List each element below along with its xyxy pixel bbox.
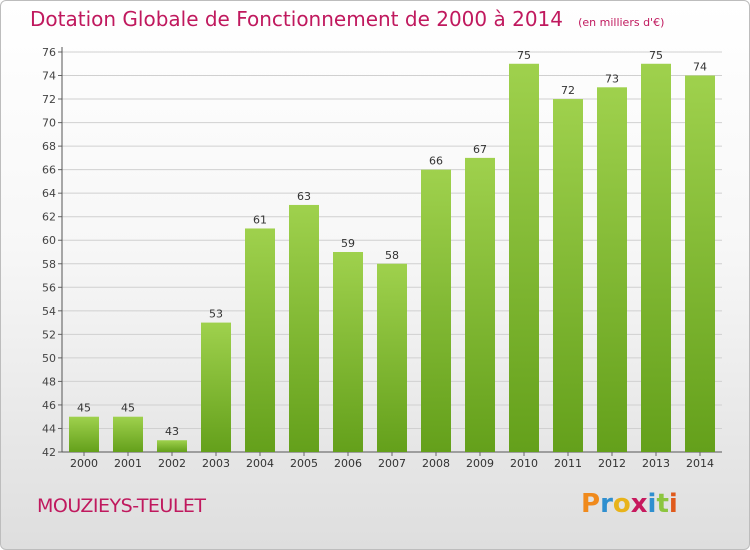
- data-label: 59: [341, 237, 355, 250]
- y-tick-labels: 42 44 46 48 50 52 54 56 58 60 62 64 66 68 70 72 74 76: [42, 46, 56, 459]
- logo-letter: t: [656, 489, 669, 519]
- x-tick-label: 2011: [554, 457, 582, 470]
- data-label: 53: [209, 308, 223, 321]
- proxiti-logo[interactable]: Proxiti: [581, 489, 678, 519]
- y-tick-label: 66: [42, 164, 56, 177]
- y-tick-label: 74: [42, 70, 56, 83]
- bar-2008: [421, 169, 451, 452]
- chart-subtitle: (en milliers d'€): [578, 16, 665, 29]
- bar-2003: [201, 322, 231, 452]
- x-tick-label: 2005: [290, 457, 318, 470]
- bar-2002: [157, 440, 187, 452]
- bar-2014: [685, 75, 715, 452]
- x-tick-label: 2012: [598, 457, 626, 470]
- bar-2007: [377, 263, 407, 452]
- data-label: 45: [77, 402, 91, 415]
- y-tick-label: 46: [42, 399, 56, 412]
- data-label: 66: [429, 155, 443, 168]
- logo-letter: o: [612, 489, 631, 519]
- y-tick-label: 42: [42, 446, 56, 459]
- y-tick-label: 72: [42, 93, 56, 106]
- y-tick-label: 54: [42, 305, 56, 318]
- title-row: Dotation Globale de Fonctionnement de 20…: [30, 7, 664, 31]
- bar-2009: [465, 157, 495, 452]
- y-tick-label: 68: [42, 140, 56, 153]
- data-label: 67: [473, 143, 487, 156]
- bar-2004: [245, 228, 275, 452]
- bar-2010: [509, 63, 539, 452]
- bar-2013: [641, 63, 671, 452]
- x-tick-label: 2002: [158, 457, 186, 470]
- x-tick-label: 2013: [642, 457, 670, 470]
- x-tick-label: 2001: [114, 457, 142, 470]
- x-tick-label: 2009: [466, 457, 494, 470]
- chart-title: Dotation Globale de Fonctionnement de 20…: [30, 7, 563, 31]
- y-tick-label: 76: [42, 46, 56, 59]
- y-tick-label: 56: [42, 281, 56, 294]
- x-tick-label: 2000: [70, 457, 98, 470]
- data-label: 75: [517, 49, 531, 62]
- data-label: 72: [561, 84, 575, 97]
- y-tick-label: 60: [42, 234, 56, 247]
- logo-letter: P: [581, 489, 601, 519]
- data-labels: 45 45 43 53 61 63 59 58 66 67 75 72 73 75 74: [77, 49, 707, 438]
- logo-letter: i: [668, 489, 678, 519]
- y-tick-label: 70: [42, 117, 56, 130]
- bar-2006: [333, 252, 363, 452]
- x-tick-labels: 2000 2001 2002 2003 2004 2005 2006 2007 2008 2009…: [70, 457, 714, 470]
- bars: [69, 63, 715, 452]
- data-label: 45: [121, 402, 135, 415]
- commune-name: MOUZIEYS-TEULET: [37, 495, 206, 517]
- x-tick-label: 2003: [202, 457, 230, 470]
- x-tick-label: 2004: [246, 457, 274, 470]
- y-tick-label: 48: [42, 375, 56, 388]
- bar-2000: [69, 416, 99, 452]
- x-tick-label: 2008: [422, 457, 450, 470]
- y-tick-label: 52: [42, 328, 56, 341]
- y-tick-label: 44: [42, 422, 56, 435]
- data-label: 63: [297, 190, 311, 203]
- bar-2001: [113, 416, 143, 452]
- y-tick-label: 50: [42, 352, 56, 365]
- data-label: 43: [165, 425, 179, 438]
- logo-letter: r: [600, 489, 613, 519]
- logo-letter: x: [630, 489, 648, 519]
- data-label: 73: [605, 72, 619, 85]
- y-tick-label: 62: [42, 211, 56, 224]
- y-tick-label: 64: [42, 187, 56, 200]
- bar-2005: [289, 204, 319, 452]
- logo-letter: i: [647, 489, 657, 519]
- y-tick-label: 58: [42, 258, 56, 271]
- bar-2012: [597, 87, 627, 452]
- x-tick-label: 2007: [378, 457, 406, 470]
- data-label: 58: [385, 249, 399, 262]
- data-label: 61: [253, 213, 267, 226]
- data-label: 74: [693, 61, 707, 74]
- bar-2011: [553, 99, 583, 452]
- x-tick-label: 2010: [510, 457, 538, 470]
- x-tick-label: 2006: [334, 457, 362, 470]
- x-tick-label: 2014: [686, 457, 714, 470]
- data-label: 75: [649, 49, 663, 62]
